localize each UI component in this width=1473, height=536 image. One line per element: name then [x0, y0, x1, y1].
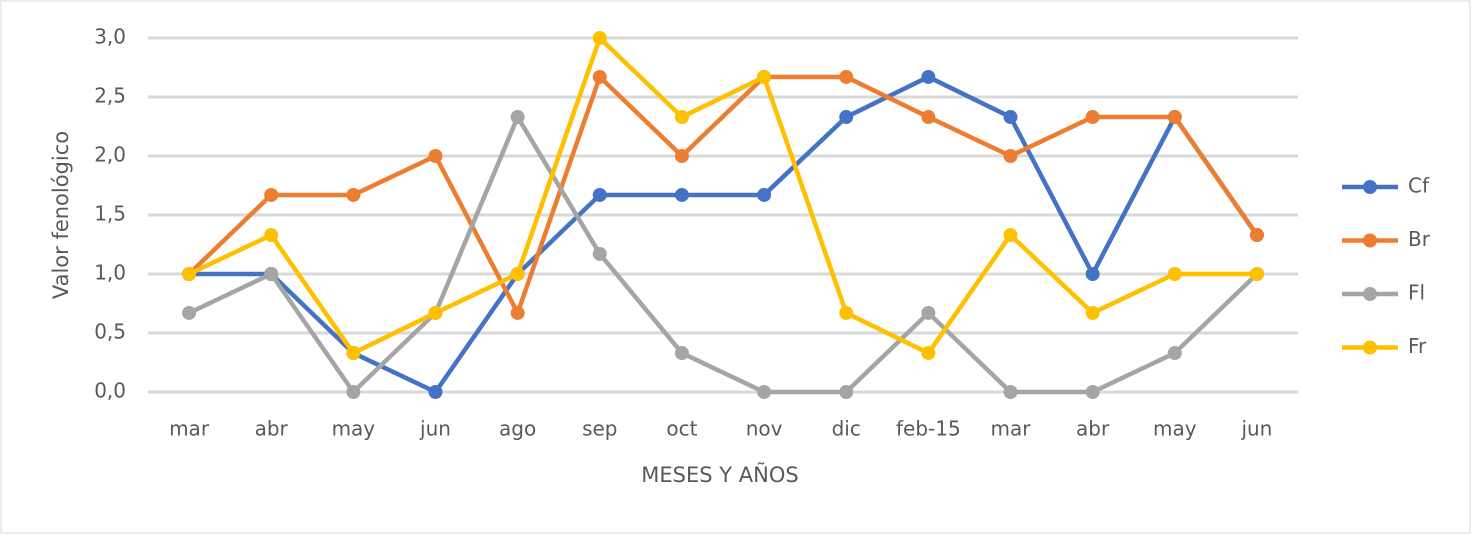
y-tick-label: 2,5: [94, 84, 126, 108]
x-tick-label: abr: [1076, 417, 1110, 441]
data-point: [182, 305, 197, 320]
data-point: [757, 385, 772, 399]
x-tick-label: jun: [419, 417, 451, 441]
x-tick-label: feb-15: [896, 417, 961, 441]
data-point: [839, 69, 854, 84]
data-point: [839, 385, 854, 399]
series-line: [188, 114, 1259, 395]
legend-label: Br: [1408, 227, 1431, 251]
data-point: [674, 187, 689, 202]
data-point: [264, 228, 279, 243]
data-point: [921, 69, 936, 84]
x-tick-label: nov: [746, 417, 783, 441]
data-point: [510, 110, 525, 125]
data-point: [1003, 385, 1018, 399]
data-point: [1085, 305, 1100, 320]
data-point: [674, 346, 689, 361]
data-point: [921, 110, 936, 125]
legend-label: Fl: [1408, 281, 1425, 305]
legend-label: Fr: [1408, 334, 1427, 358]
y-axis-label: Valor fenológico: [49, 131, 73, 299]
data-point: [1003, 110, 1018, 125]
data-point: [428, 305, 443, 320]
series-line: [188, 35, 1257, 356]
y-tick-label: 0,0: [94, 379, 126, 403]
data-point: [346, 385, 361, 399]
data-point: [510, 267, 525, 281]
x-axis-label: MESES Y AÑOS: [641, 461, 798, 487]
y-tick-label: 1,0: [94, 261, 126, 285]
data-point: [592, 187, 607, 202]
data-point: [674, 149, 689, 163]
data-point: [1167, 110, 1182, 125]
data-point: [592, 246, 607, 261]
x-tick-label: jun: [1240, 417, 1272, 441]
data-point: [921, 346, 936, 361]
data-point: [757, 69, 772, 84]
series-line: [187, 74, 1259, 316]
legend-marker: [1363, 180, 1377, 194]
x-tick-label: mar: [169, 417, 210, 441]
x-tick-label: abr: [255, 417, 289, 441]
legend-marker: [1363, 233, 1377, 248]
data-point: [1249, 228, 1264, 243]
data-point: [839, 110, 854, 125]
data-point: [1167, 346, 1182, 361]
y-tick-label: 2,0: [94, 143, 126, 167]
x-tick-label: may: [332, 417, 376, 441]
data-point: [839, 305, 854, 320]
y-tick-label: 0,5: [94, 320, 126, 344]
data-point: [592, 69, 607, 84]
legend-marker: [1363, 287, 1377, 301]
data-point: [428, 385, 443, 399]
y-tick-label: 3,0: [94, 25, 126, 49]
x-tick-label: dic: [832, 417, 861, 441]
data-point: [1085, 267, 1100, 281]
data-point: [1085, 110, 1100, 125]
data-point: [510, 305, 525, 320]
x-tick-label: may: [1153, 417, 1197, 441]
data-point: [182, 267, 197, 281]
data-point: [1003, 228, 1018, 243]
data-point: [428, 149, 443, 163]
data-point: [592, 31, 607, 45]
data-point: [264, 187, 279, 202]
x-tick-label: mar: [991, 417, 1032, 441]
data-point: [674, 110, 689, 125]
data-point: [1003, 149, 1018, 163]
x-tick-label: sep: [582, 417, 617, 441]
x-tick-label: oct: [666, 417, 697, 441]
data-point: [1085, 385, 1100, 399]
data-point: [1249, 267, 1264, 281]
data-point: [921, 305, 936, 320]
data-point: [1167, 267, 1182, 281]
data-point: [757, 187, 772, 202]
x-tick-label: ago: [499, 417, 536, 441]
data-point: [346, 187, 361, 202]
data-point: [264, 267, 279, 281]
y-tick-label: 1,5: [94, 202, 126, 226]
data-point: [346, 346, 361, 361]
series-line: [189, 74, 1259, 395]
legend-label: Cf: [1408, 174, 1430, 198]
legend-marker: [1363, 340, 1377, 355]
